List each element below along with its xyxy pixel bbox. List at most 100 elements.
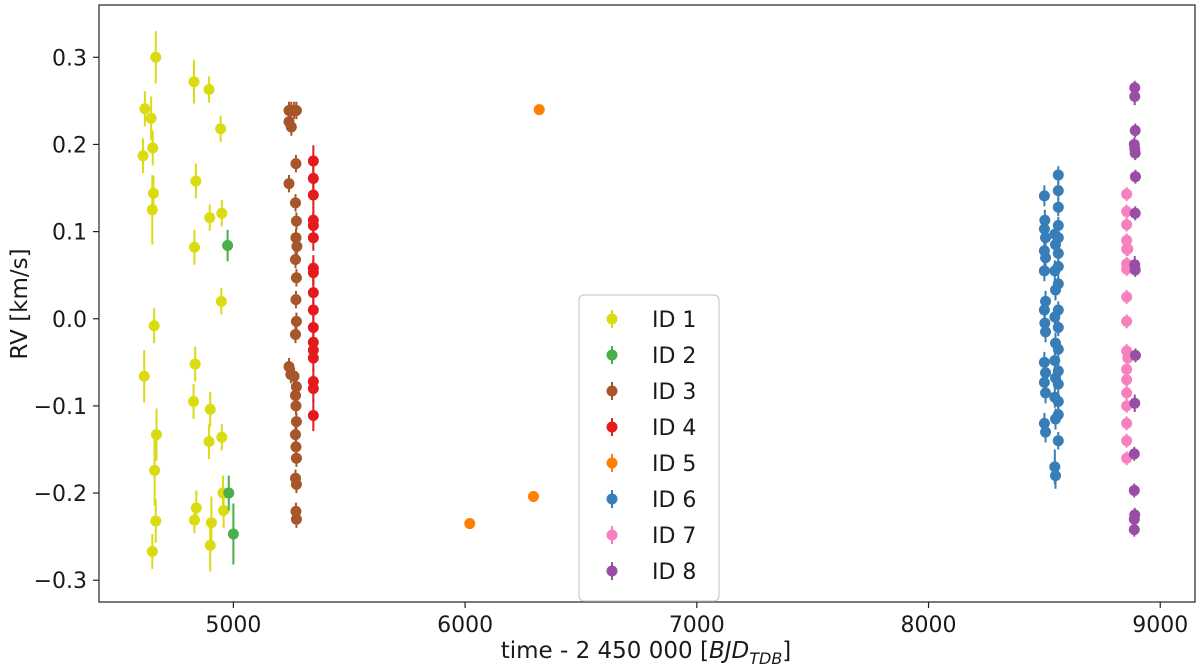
data-point	[1052, 278, 1064, 290]
data-point	[1052, 169, 1064, 181]
data-point	[1052, 201, 1064, 213]
data-point	[290, 158, 302, 170]
data-series-layer	[137, 31, 1141, 572]
data-point	[1052, 365, 1064, 377]
data-point	[147, 142, 159, 154]
data-point	[139, 103, 151, 115]
data-point	[1121, 374, 1133, 386]
data-point	[1121, 315, 1133, 327]
data-point	[138, 370, 150, 382]
data-point	[307, 232, 319, 244]
data-point	[203, 84, 215, 96]
data-point	[1052, 396, 1064, 408]
data-point	[1121, 291, 1133, 303]
legend-label: ID 7	[652, 524, 696, 549]
legend-marker	[606, 349, 618, 361]
data-point	[527, 491, 539, 503]
data-point	[205, 517, 217, 529]
data-point	[1040, 426, 1052, 438]
data-point	[223, 487, 235, 499]
legend-marker	[606, 385, 618, 397]
data-point	[290, 294, 302, 306]
y-axis-ticks: −0.3 −0.2 −0.1 0.0 0.1 0.2 0.3	[34, 46, 99, 594]
data-point	[1040, 295, 1052, 307]
x-tick-label: 8000	[901, 613, 957, 638]
data-point	[147, 187, 159, 199]
data-point	[290, 104, 302, 116]
series-4	[307, 145, 319, 432]
data-point	[289, 197, 301, 209]
data-point	[1052, 343, 1064, 355]
data-point	[215, 123, 227, 135]
series-1	[137, 31, 230, 572]
data-point	[1121, 387, 1133, 399]
data-point	[1121, 435, 1133, 447]
data-point	[188, 241, 200, 253]
x-axis-label: time - 2 450 000 [BJDTDB]	[501, 638, 792, 667]
data-point	[1121, 206, 1133, 218]
data-point	[464, 518, 476, 530]
data-point	[289, 429, 301, 441]
data-point	[146, 545, 158, 557]
data-point	[289, 389, 301, 401]
x-tick-label: 9000	[1132, 613, 1188, 638]
data-point	[307, 189, 319, 201]
data-point	[1129, 349, 1141, 361]
data-point	[227, 528, 239, 540]
data-point	[1128, 484, 1140, 496]
data-point	[1040, 252, 1052, 264]
legend-marker	[606, 529, 618, 541]
series-2	[222, 229, 239, 565]
data-point	[290, 478, 302, 490]
data-point	[1129, 264, 1141, 276]
y-tick-label: 0.1	[52, 221, 87, 246]
data-point	[190, 502, 202, 514]
data-point	[290, 215, 302, 227]
data-point	[1038, 376, 1050, 388]
data-point	[188, 396, 200, 408]
legend-marker	[606, 313, 618, 325]
data-point	[290, 452, 302, 464]
data-point	[533, 104, 545, 116]
data-point	[150, 51, 162, 63]
x-tick-label: 5000	[205, 613, 261, 638]
data-point	[1129, 125, 1141, 137]
data-point	[283, 178, 295, 190]
data-point	[290, 315, 302, 327]
data-point	[285, 121, 297, 133]
data-point	[146, 204, 158, 216]
data-point	[1121, 417, 1133, 429]
data-point	[218, 504, 230, 516]
legend-box	[578, 294, 720, 602]
legend: ID 1 ID 2 ID 3 ID 4 ID 5 ID 6 ID 7 ID 8	[578, 294, 720, 602]
data-point	[1129, 147, 1141, 159]
series-7	[1121, 187, 1134, 466]
data-point	[1128, 524, 1140, 536]
data-point	[190, 175, 202, 187]
data-point	[1121, 188, 1133, 200]
data-point	[307, 304, 319, 316]
series-3	[283, 101, 303, 528]
legend-label: ID 1	[652, 308, 696, 333]
y-tick-label: −0.1	[34, 395, 87, 420]
legend-label: ID 8	[652, 560, 696, 585]
data-point	[307, 267, 319, 279]
data-point	[1128, 513, 1140, 525]
data-point	[1040, 326, 1052, 338]
series-8	[1128, 80, 1141, 537]
data-point	[307, 321, 319, 333]
data-point	[1052, 260, 1064, 272]
x-tick-label: 7000	[669, 613, 725, 638]
legend-label: ID 5	[652, 452, 696, 477]
data-point	[1052, 435, 1064, 447]
legend-label: ID 6	[652, 488, 696, 513]
data-point	[307, 287, 319, 299]
data-point	[1052, 219, 1064, 231]
data-point	[1121, 219, 1133, 231]
data-point	[222, 240, 234, 252]
data-point	[1040, 232, 1052, 244]
data-point	[291, 240, 303, 252]
data-point	[204, 212, 216, 224]
y-tick-label: −0.3	[34, 569, 87, 594]
